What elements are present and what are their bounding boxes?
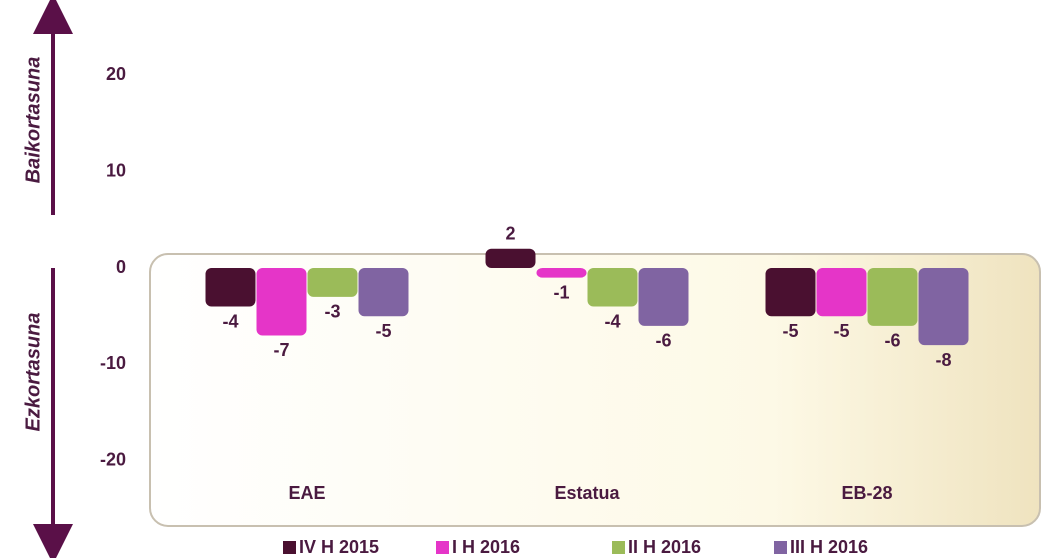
legend-swatch: [436, 541, 449, 554]
plot-floor: [149, 253, 1041, 527]
bar: [765, 268, 816, 317]
annotation: Ezkortasuna: [22, 313, 44, 432]
y-tick-label: 10: [106, 160, 126, 180]
data-label: -3: [324, 302, 340, 322]
bar: [358, 268, 409, 317]
y-tick-label: -20: [100, 450, 126, 470]
data-label: -8: [935, 350, 951, 370]
data-label: 2: [505, 223, 515, 243]
data-label: -7: [273, 340, 289, 360]
legend-swatch: [774, 541, 787, 554]
bar: [638, 268, 689, 326]
data-label: -5: [375, 321, 391, 341]
bar: [867, 268, 918, 326]
annotation: Baikortasuna: [22, 57, 44, 184]
legend-label: IV H 2015: [299, 537, 379, 557]
y-tick-label: 20: [106, 64, 126, 84]
y-tick-label: 0: [116, 257, 126, 277]
bar: [485, 248, 536, 268]
data-label: -6: [655, 331, 671, 351]
data-label: -6: [884, 331, 900, 351]
legend-label: II H 2016: [628, 537, 701, 557]
bar: [918, 268, 969, 346]
legend-label: III H 2016: [790, 537, 868, 557]
bar: [536, 268, 587, 278]
bar: [307, 268, 358, 297]
bar: [816, 268, 867, 317]
x-tick-label: EB-28: [841, 483, 892, 503]
data-label: -1: [553, 282, 569, 302]
legend-swatch: [283, 541, 296, 554]
data-label: -4: [604, 311, 620, 331]
legend-swatch: [612, 541, 625, 554]
data-label: -5: [782, 321, 798, 341]
bar: [587, 268, 638, 307]
x-tick-label: Estatua: [554, 483, 620, 503]
y-tick-label: -10: [100, 353, 126, 373]
legend-label: I H 2016: [452, 537, 520, 557]
bar: [256, 268, 307, 336]
bar: [205, 268, 256, 307]
data-label: -4: [222, 311, 238, 331]
data-label: -5: [833, 321, 849, 341]
x-tick-label: EAE: [288, 483, 325, 503]
